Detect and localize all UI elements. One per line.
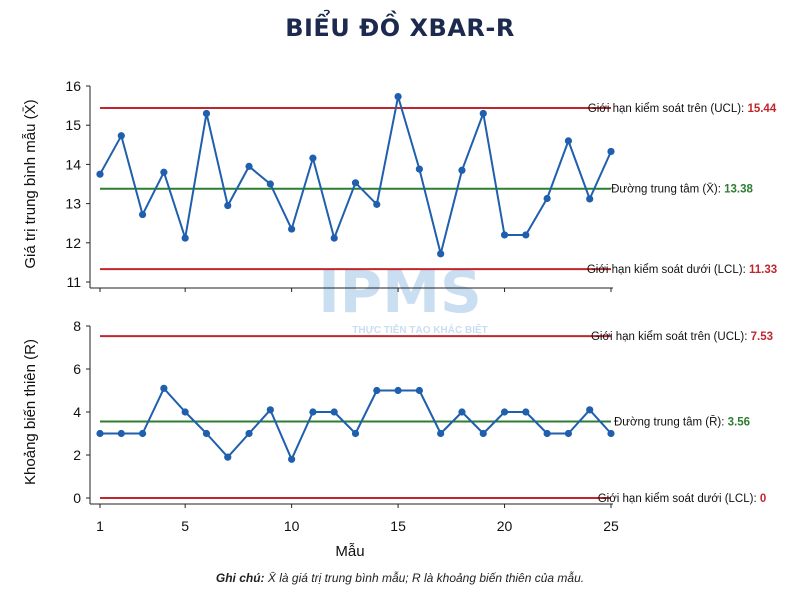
range-data-point [373,386,381,395]
range-data-point [564,429,573,438]
chart-title: BIỂU ĐỒ XBAR-R [285,14,515,42]
xbar-data-point [245,162,253,170]
range-data-point [458,408,466,416]
range-data-point [437,429,445,438]
xbar-data-point [181,234,189,242]
xbar-data-point [117,132,125,140]
xbar-data-point [394,92,402,101]
range-data-point [479,429,487,438]
xbar-data-point [330,234,338,242]
range-x-tick-label: 1 [96,518,104,534]
xbar-y-axis-label: Giá trị trung bình mẫu (X̄) [22,99,39,268]
range-control-line-label: Giới hạn kiểm soát dưới (LCL): 0 [598,493,767,505]
range-data-point [288,455,296,463]
range-y-tick-label: 0 [73,490,81,506]
range-series-line [100,387,612,461]
range-y-tick-label: 8 [73,318,81,334]
range-data-point [500,408,509,416]
x-axis-label: Mẫu [335,543,364,560]
range-data-point [394,386,402,395]
xbar-data-point [138,210,147,219]
xbar-data-point [607,147,615,156]
xbar-control-line-label: Giới hạn kiểm soát dưới (LCL): 11.33 [587,264,777,276]
xbar-data-point [373,200,381,208]
xbar-y-tick-label: 12 [65,235,81,251]
xbar-data-point [351,179,360,187]
range-data-point [181,408,189,416]
range-data-point [351,429,360,438]
xbar-data-point [266,180,274,188]
range-data-point [522,408,530,416]
range-data-point [96,429,104,438]
xbar-data-point [202,109,211,118]
range-y-tick-label: 2 [73,447,81,463]
footnote-prefix: Ghi chú: [215,571,265,585]
footnote: Ghi chú: X̄ là giá trị trung bình mẫu; R… [0,571,800,585]
xbar-data-point [96,170,104,178]
footnote-text: X̄ là giá trị trung bình mẫu; R là khoản… [264,571,585,585]
range-data-point [160,384,168,392]
xbar-data-point [224,201,232,210]
xbar-control-line-label: Giới hạn kiểm soát trên (UCL): 15.44 [588,103,777,115]
range-data-point [543,429,551,438]
watermark-tagline: THỰC TIỄN TẠO KHÁC BIỆT [352,323,488,336]
xbar-y-tick-label: 13 [65,196,81,212]
range-x-tick-label: 15 [390,518,406,534]
range-x-tick-label: 10 [284,518,300,534]
range-data-point [586,406,594,414]
xbar-control-line-label: Đường trung tâm (X̄): 13.38 [611,183,753,196]
range-data-point [415,386,423,395]
xbar-y-tick-label: 16 [65,78,81,94]
xbar-data-point [479,109,487,118]
range-data-point [245,429,253,438]
xbar-data-point [458,166,466,174]
range-x-tick-label: 20 [497,518,513,534]
range-data-point [224,453,232,461]
range-data-point [202,429,211,438]
range-y-axis-label: Khoảng biến thiên (R) [22,339,39,485]
range-x-tick-label: 25 [603,518,619,534]
xbar-data-point [160,168,168,176]
xbar-data-point [500,231,509,239]
range-data-point [266,406,274,414]
xbar-data-point [288,225,296,233]
range-y-tick-label: 4 [73,404,81,420]
xbar-data-point [437,250,445,258]
xbar-series-line [99,95,612,255]
xbar-y-tick-label: 14 [65,156,81,172]
xbar-data-point [522,231,530,239]
xbar-data-point [586,195,594,203]
range-control-line-label: Đường trung tâm (R̄): 3.56 [614,416,750,429]
range-data-point [330,408,338,416]
xbar-data-point [564,137,573,145]
range-y-tick-label: 6 [73,361,81,377]
range-x-tick-label: 5 [181,518,189,534]
xbar-data-point [309,154,317,162]
xbar-data-point [415,165,423,173]
range-control-line-label: Giới hạn kiểm soát trên (UCL): 7.53 [591,331,773,343]
range-data-point [607,429,615,438]
xbar-y-tick-label: 11 [66,274,81,290]
xbar-data-point [543,194,551,203]
range-data-point [309,408,317,416]
xbar-y-tick-label: 15 [65,117,81,133]
range-data-point [138,429,147,438]
xbar-panel: 11 12 13 14 15 16 Giá trị trung bình mẫu (X̄) G… [22,78,777,292]
range-data-point [117,429,125,438]
